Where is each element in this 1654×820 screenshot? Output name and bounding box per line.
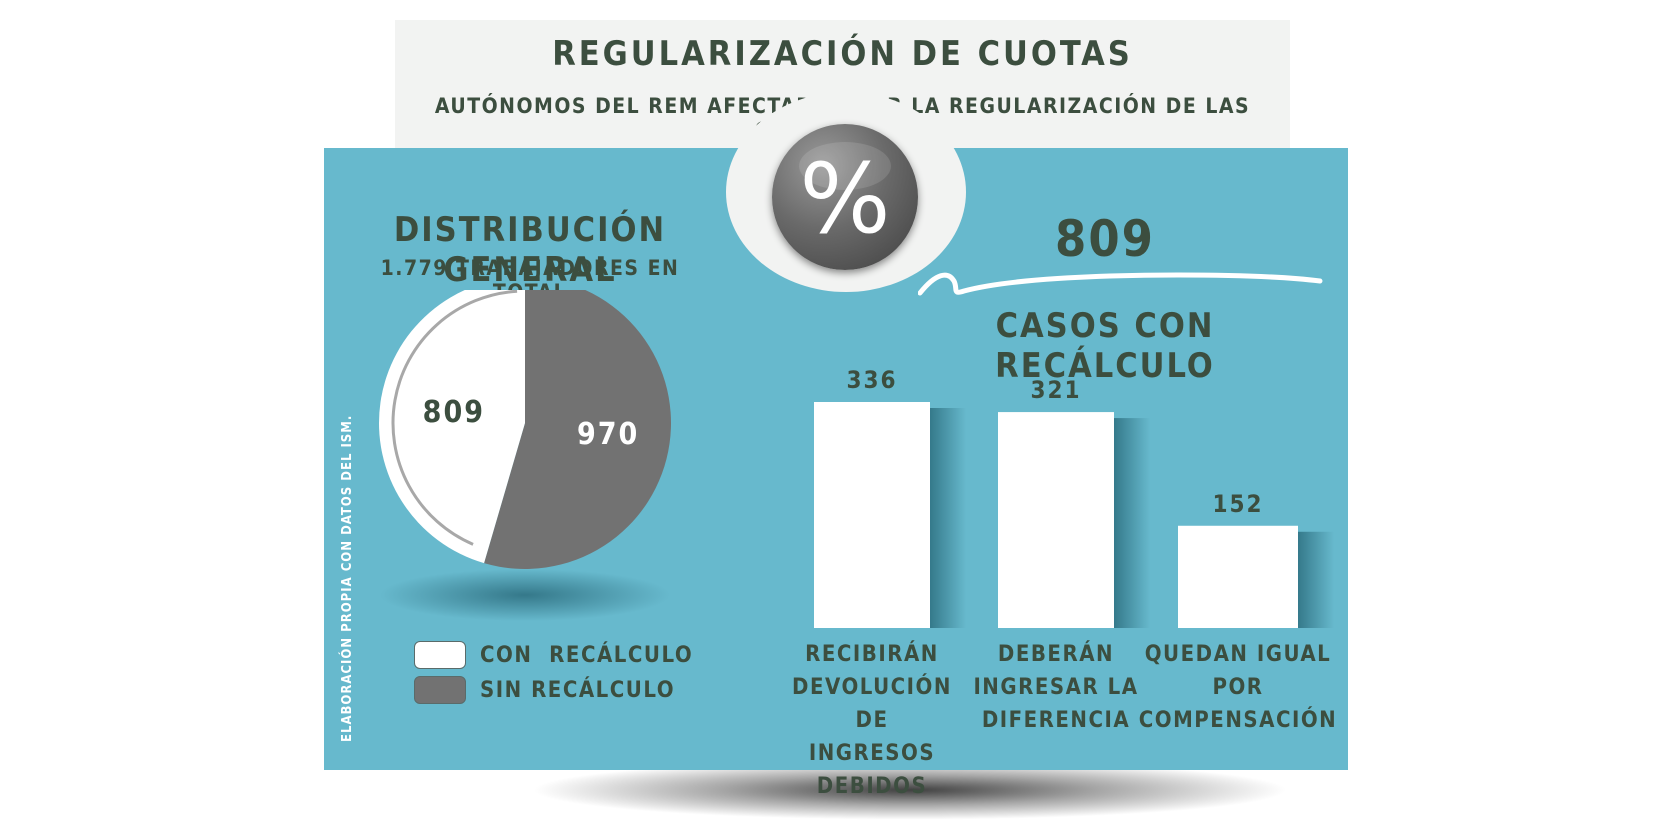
pie-label-sin-recalculo: 970 — [577, 417, 639, 452]
bar-category-line: RECIBIRÁN — [805, 642, 939, 667]
bar-category-label: QUEDAN IGUAL POR COMPENSACIÓN — [1138, 638, 1338, 737]
brush-underline — [918, 272, 1323, 296]
percent-symbol: % — [799, 143, 890, 255]
pie-shadow — [380, 569, 670, 621]
bar-category-line: COMPENSACIÓN — [1138, 708, 1338, 733]
bar-category-line: QUEDAN IGUAL — [1144, 642, 1332, 667]
recalc-total: 809 — [1055, 210, 1155, 268]
bar — [998, 412, 1114, 628]
bar-value-label: 152 — [1212, 490, 1263, 518]
bar-category-line: INGRESOS DEBIDOS — [808, 741, 936, 799]
bar — [814, 402, 930, 628]
bar-category-line: POR — [1212, 675, 1264, 700]
bar-category-label: RECIBIRÁN DEVOLUCIÓN DE INGRESOS DEBIDOS — [772, 638, 972, 803]
bar-category-line: DEBERÁN — [997, 642, 1115, 667]
legend-label-con-recalculo: CON RECÁLCULO — [480, 642, 694, 668]
legend-label-sin-recalculo: SIN RECÁLCULO — [480, 677, 676, 703]
bar-shadow — [1114, 418, 1150, 628]
bar-value-label: 336 — [846, 366, 897, 394]
bar-shadow — [1298, 531, 1334, 628]
distribution-title: DISTRIBUCIÓN GENERAL — [393, 210, 667, 290]
pie-slice-sin-recalculo — [484, 277, 672, 569]
pie-highlight-arc — [391, 289, 518, 546]
bar-category-label: DEBERÁN INGRESAR LA DIFERENCIA — [956, 638, 1156, 737]
bar-category-line: INGRESAR LA — [973, 675, 1139, 700]
legend-item-sin-recalculo: SIN RECÁLCULO — [414, 675, 675, 705]
recalc-label: CASOS CON RECÁLCULO — [995, 306, 1215, 386]
pie-chart: 970 809 — [360, 277, 690, 630]
bar-chart: 336 321 152 — [814, 366, 1334, 628]
legend-swatch-con-recalculo — [414, 641, 466, 669]
bar-shadow — [930, 408, 966, 628]
legend-item-con-recalculo: CON RECÁLCULO — [414, 640, 693, 670]
bar — [1178, 525, 1298, 628]
percent-icon: % — [772, 124, 918, 270]
pie-label-con-recalculo: 809 — [423, 395, 485, 430]
bar-value-label: 321 — [1030, 376, 1081, 404]
bar-category-line: DIFERENCIA — [981, 708, 1131, 733]
bar-category-line: DEVOLUCIÓN DE — [792, 675, 952, 733]
page-title: REGULARIZACIÓN DE CUOTAS — [552, 34, 1133, 74]
legend-swatch-sin-recalculo — [414, 676, 466, 704]
